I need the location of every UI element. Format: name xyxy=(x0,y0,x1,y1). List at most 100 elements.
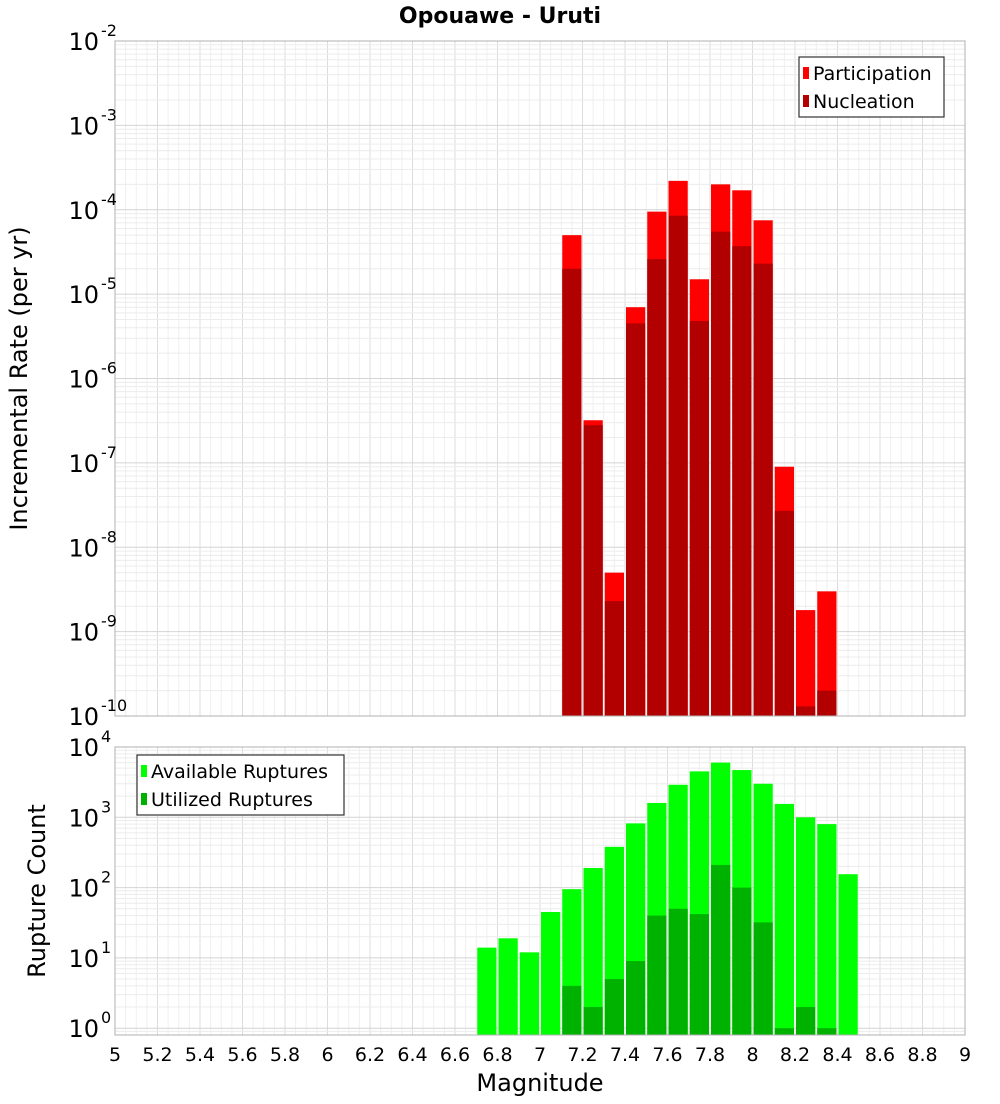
count-bar-utilized-ruptures xyxy=(732,887,752,1035)
count-y-tick-label-base: 10 xyxy=(68,734,99,762)
x-axis-label: Magnitude xyxy=(476,1069,603,1097)
count-bar-available-ruptures xyxy=(838,874,858,1035)
rate-y-tick-label-exponent: -10 xyxy=(101,696,127,715)
rate-bar-nucleation xyxy=(689,321,709,716)
rate-y-tick-label-exponent: -7 xyxy=(101,443,117,462)
rate-y-tick-label-exponent: -6 xyxy=(101,359,117,378)
x-tick-label: 8.8 xyxy=(907,1044,937,1066)
rate-bar-nucleation xyxy=(817,690,837,716)
rate-y-tick-label-exponent: -2 xyxy=(101,21,117,40)
rate-bar-nucleation xyxy=(626,323,646,716)
x-tick-label: 8 xyxy=(746,1044,758,1066)
rate-bar-nucleation xyxy=(796,706,816,716)
count-bar-utilized-ruptures xyxy=(647,915,667,1035)
rate-y-tick-label-base: 10 xyxy=(68,112,99,140)
count-bar-utilized-ruptures xyxy=(817,1028,837,1035)
count-legend-box xyxy=(136,754,345,816)
x-tick-label: 8.6 xyxy=(865,1044,895,1066)
rate-y-tick-label-exponent: -4 xyxy=(101,190,117,209)
count-y-tick-label-base: 10 xyxy=(68,875,99,903)
x-tick-label: 5 xyxy=(109,1044,121,1066)
rate-legend-label: Participation xyxy=(813,63,932,85)
rate-y-tick-label-base: 10 xyxy=(68,450,99,478)
x-tick-label: 7.8 xyxy=(695,1044,725,1066)
rate-y-tick-label: 10 -5 xyxy=(68,274,117,309)
count-bar-utilized-ruptures xyxy=(604,979,624,1035)
x-tick-label: 6.4 xyxy=(397,1044,427,1066)
count-y-tick-label: 10 1 xyxy=(68,938,111,973)
rate-y-tick-label: 10 -9 xyxy=(68,612,117,647)
rate-y-tick-label: 10 -4 xyxy=(68,190,117,225)
count-bar-utilized-ruptures xyxy=(796,1007,816,1035)
x-tick-label: 6.6 xyxy=(440,1044,470,1066)
count-plot-frame xyxy=(114,746,966,1036)
rate-bar-nucleation xyxy=(562,268,582,716)
x-tick-label: 5.2 xyxy=(142,1044,172,1066)
rate-bar-nucleation xyxy=(668,215,688,717)
count-bar-available-ruptures xyxy=(519,952,539,1035)
count-y-tick-label-exponent: 3 xyxy=(101,797,111,816)
count-bar-available-ruptures xyxy=(541,911,561,1035)
count-bar-utilized-ruptures xyxy=(668,908,688,1035)
count-y-tick-label: 10 0 xyxy=(68,1008,111,1043)
x-tick-label: 6 xyxy=(321,1044,333,1066)
count-bar-utilized-ruptures xyxy=(753,922,773,1035)
rate-y-tick-label-base: 10 xyxy=(68,366,99,394)
count-bar-available-ruptures xyxy=(583,867,603,1035)
count-y-tick-label-base: 10 xyxy=(68,1015,99,1043)
count-bar-available-ruptures xyxy=(774,803,794,1035)
count-legend: Available Ruptures Utilized Ruptures xyxy=(136,754,345,816)
x-tick-label: 7 xyxy=(534,1044,546,1066)
count-y-tick-label-exponent: 4 xyxy=(101,727,111,746)
count-legend-swatch xyxy=(141,793,147,805)
rate-bar-nucleation xyxy=(647,259,667,716)
rate-bar-nucleation xyxy=(732,246,752,716)
rate-bar-nucleation xyxy=(774,510,794,716)
rate-y-tick-label-base: 10 xyxy=(68,281,99,309)
count-bar-available-ruptures xyxy=(477,947,497,1035)
count-y-tick-label-base: 10 xyxy=(68,945,99,973)
rate-legend-label: Nucleation xyxy=(813,91,915,113)
count-y-tick-label: 10 2 xyxy=(68,868,111,903)
x-tick-label: 8.2 xyxy=(780,1044,810,1066)
x-tick-label: 9 xyxy=(959,1044,971,1066)
x-tick-label: 8.4 xyxy=(822,1044,852,1066)
rate-bar-nucleation xyxy=(583,425,603,716)
count-legend-swatch xyxy=(141,765,147,777)
chart-title: Opouawe - Uruti xyxy=(399,4,601,29)
count-bar-utilized-ruptures xyxy=(689,914,709,1035)
rate-y-tick-label-base: 10 xyxy=(68,703,99,731)
rate-legend-swatch xyxy=(803,67,809,79)
rate-plot-frame xyxy=(114,40,966,717)
count-y-tick-label-exponent: 0 xyxy=(101,1008,111,1027)
rate-y-tick-label-exponent: -8 xyxy=(101,527,117,546)
rate-y-axis-label: Incremental Rate (per yr) xyxy=(5,226,33,530)
count-bar-utilized-ruptures xyxy=(711,864,731,1035)
x-tick-label: 5.8 xyxy=(270,1044,300,1066)
count-y-tick-label: 10 3 xyxy=(68,797,111,832)
rate-y-tick-label: 10 -7 xyxy=(68,443,117,478)
count-bar-utilized-ruptures xyxy=(774,1028,794,1035)
count-y-tick-label: 10 4 xyxy=(68,727,111,762)
rate-bar-nucleation xyxy=(604,601,624,716)
count-bar-available-ruptures xyxy=(817,824,837,1035)
rate-bar-nucleation xyxy=(711,231,731,716)
rate-y-tick-label: 10 -3 xyxy=(68,105,117,140)
x-tick-label: 7.6 xyxy=(652,1044,682,1066)
rate-y-tick-label: 10 -6 xyxy=(68,359,117,394)
count-bar-utilized-ruptures xyxy=(562,985,582,1035)
count-y-tick-label-exponent: 2 xyxy=(101,868,111,887)
count-bar-utilized-ruptures xyxy=(583,1007,603,1035)
rate-y-tick-label: 10 -8 xyxy=(68,527,117,562)
count-y-axis-label: Rupture Count xyxy=(23,804,51,978)
rate-legend-swatch xyxy=(803,95,809,107)
count-bar-available-ruptures xyxy=(498,938,518,1035)
rate-y-tick-label-exponent: -3 xyxy=(101,105,117,124)
rate-y-tick-label-exponent: -5 xyxy=(101,274,117,293)
rate-legend-box xyxy=(798,56,945,118)
x-tick-label: 6.8 xyxy=(482,1044,512,1066)
rate-y-tick-label-base: 10 xyxy=(68,28,99,56)
x-tick-label: 7.2 xyxy=(567,1044,597,1066)
